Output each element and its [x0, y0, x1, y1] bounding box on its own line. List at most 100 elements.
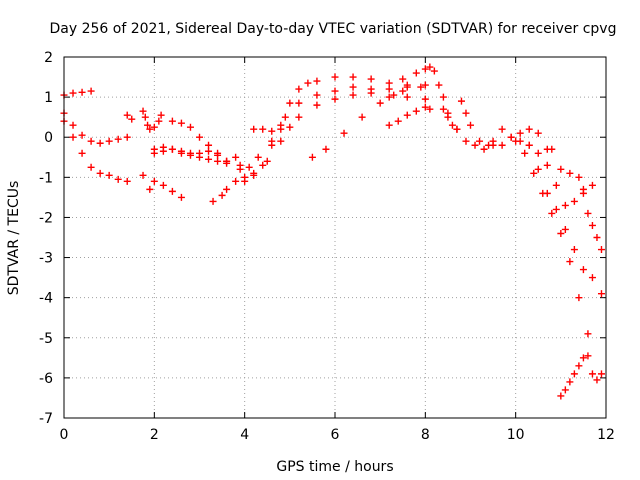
data-point: [313, 101, 321, 109]
data-point: [331, 73, 339, 81]
data-point: [214, 149, 222, 157]
data-point: [268, 137, 276, 145]
data-point: [426, 63, 434, 71]
series-s24: [557, 352, 605, 400]
data-point: [376, 99, 384, 107]
data-point: [139, 107, 147, 115]
data-point: [205, 147, 213, 155]
data-point: [426, 105, 434, 113]
x-tick-label: 0: [60, 427, 69, 443]
data-point: [223, 185, 231, 193]
series-s12: [236, 81, 429, 171]
data-point: [552, 181, 560, 189]
data-point: [177, 193, 185, 201]
data-point: [566, 169, 574, 177]
data-point: [349, 83, 357, 91]
data-point: [570, 370, 578, 378]
data-point: [128, 115, 136, 123]
data-point: [259, 125, 267, 133]
data-point: [150, 123, 158, 131]
series-s5: [139, 107, 165, 133]
data-point: [417, 83, 425, 91]
data-point: [543, 161, 551, 169]
series-s19: [439, 105, 551, 153]
data-point: [245, 163, 253, 171]
data-point: [157, 111, 165, 119]
data-point: [530, 169, 538, 177]
data-point: [444, 113, 452, 121]
data-point: [168, 145, 176, 153]
data-point: [218, 191, 226, 199]
data-point: [277, 125, 285, 133]
data-point: [367, 89, 375, 97]
data-point: [507, 133, 515, 141]
data-point: [286, 123, 294, 131]
data-point: [295, 85, 303, 93]
data-point: [579, 189, 587, 197]
data-point: [123, 133, 131, 141]
data-point: [597, 370, 605, 378]
data-point: [168, 117, 176, 125]
data-point: [512, 137, 520, 145]
data-point: [177, 149, 185, 157]
data-point: [250, 169, 258, 177]
data-point: [78, 88, 86, 96]
y-tick-label: -6: [39, 371, 53, 387]
data-point: [557, 392, 565, 400]
data-point: [575, 173, 583, 181]
data-point: [254, 153, 262, 161]
data-point: [588, 181, 596, 189]
series-s20: [489, 129, 605, 298]
data-point: [385, 93, 393, 101]
data-point: [114, 175, 122, 183]
data-point: [552, 205, 560, 213]
data-point: [286, 99, 294, 107]
y-axis-label: SDTVAR / TECUs: [6, 181, 22, 296]
data-point: [561, 386, 569, 394]
data-point: [534, 129, 542, 137]
data-point: [588, 370, 596, 378]
data-point: [308, 153, 316, 161]
data-point: [313, 77, 321, 85]
data-point: [412, 107, 420, 115]
x-tick-label: 10: [507, 427, 525, 443]
data-point: [205, 141, 213, 149]
data-point: [588, 221, 596, 229]
y-tick-label: -3: [39, 251, 53, 267]
x-axis-label: GPS time / hours: [276, 459, 393, 475]
data-point: [155, 117, 163, 125]
data-point: [223, 157, 231, 165]
data-point: [313, 91, 321, 99]
data-point: [498, 141, 506, 149]
series-s23: [548, 145, 605, 254]
data-point: [566, 378, 574, 386]
plot-frame: [63, 56, 607, 419]
data-point: [232, 177, 240, 185]
data-point: [597, 290, 605, 298]
series-s13: [241, 89, 429, 185]
data-point: [150, 145, 158, 153]
data-point: [87, 163, 95, 171]
data-point: [196, 149, 203, 157]
y-tick-label: -2: [39, 210, 53, 226]
data-point: [196, 133, 203, 141]
data-point: [462, 109, 470, 117]
data-point: [87, 87, 95, 95]
data-point: [457, 97, 465, 105]
data-point: [575, 294, 583, 302]
data-point: [123, 111, 131, 119]
data-point: [263, 157, 271, 165]
data-point: [566, 258, 574, 266]
data-point: [304, 79, 312, 87]
data-point: [403, 93, 411, 101]
data-point: [480, 145, 488, 153]
data-point: [385, 85, 393, 93]
data-point: [96, 139, 104, 147]
data-point: [421, 103, 429, 111]
data-point: [340, 129, 348, 137]
series-s4: [123, 111, 136, 123]
data-points: [60, 63, 605, 400]
data-point: [557, 229, 565, 237]
data-point: [575, 362, 583, 370]
